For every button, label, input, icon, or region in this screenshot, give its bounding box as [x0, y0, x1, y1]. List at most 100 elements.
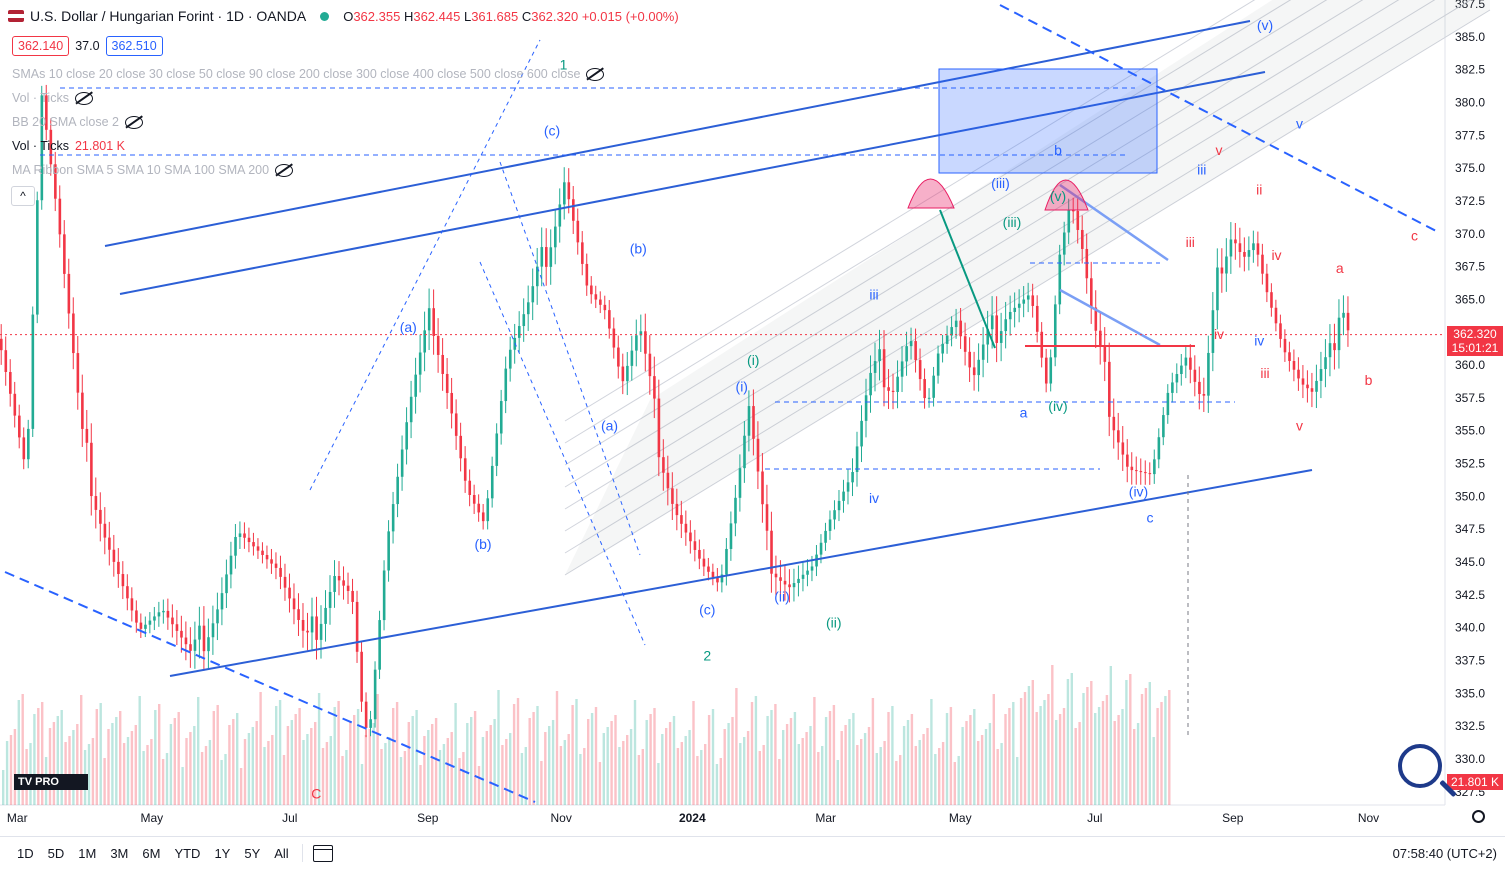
eye-off-icon[interactable]: [125, 115, 144, 129]
tradingview-logo[interactable]: TV PRO: [14, 774, 88, 790]
volume-bar: [1070, 673, 1073, 805]
candle-body: [306, 630, 309, 633]
indicator-bb[interactable]: BB 20 SMA close 2: [12, 115, 144, 129]
candle: [99, 492, 102, 542]
volume-bar: [349, 721, 352, 805]
indicator-ma-ribbon[interactable]: MA Ribbon SMA 5 SMA 10 SMA 100 SMA 200: [12, 163, 294, 177]
candle-body: [1166, 392, 1170, 416]
range-all[interactable]: All: [274, 845, 289, 861]
candle: [878, 329, 881, 381]
volume-bar: [532, 712, 535, 805]
candle-body: [1198, 381, 1201, 395]
candle-body: [148, 620, 152, 625]
top-arc: [1044, 179, 1089, 211]
y-tick-label: 335.0: [1455, 686, 1485, 700]
gear-icon[interactable]: [1472, 810, 1485, 823]
volume-bar: [563, 740, 566, 805]
candle: [581, 231, 584, 276]
candle-body: [423, 330, 426, 353]
volume-bar: [5, 741, 9, 805]
candle-body: [792, 583, 796, 588]
wedge-upper: [1059, 183, 1169, 262]
candle: [117, 548, 120, 588]
candle-body: [1008, 311, 1012, 320]
range-6m[interactable]: 6M: [142, 845, 161, 861]
candle-body: [0, 338, 3, 351]
eye-off-icon[interactable]: [74, 91, 93, 105]
price-chart[interactable]: 327.5330.0332.5335.0337.5340.0342.5345.0…: [0, 0, 1505, 836]
volume-bar: [801, 738, 804, 805]
volume-bar: [602, 733, 605, 805]
candle: [1229, 222, 1233, 274]
candle: [1297, 357, 1300, 391]
indicator-vol-hidden[interactable]: Vol · Ticks: [12, 91, 93, 105]
candle-body: [54, 164, 57, 199]
volume-bar: [1156, 708, 1159, 805]
eye-off-icon[interactable]: [586, 67, 605, 81]
volume-bar: [571, 705, 574, 805]
volume-bar: [64, 742, 67, 805]
volume-bar: [653, 708, 656, 805]
volume-bar: [692, 701, 695, 805]
eye-off-icon[interactable]: [275, 163, 294, 177]
candle-body: [18, 415, 21, 438]
volume-bar: [906, 720, 910, 805]
candle-body: [1288, 352, 1291, 362]
range-1m[interactable]: 1M: [78, 845, 97, 861]
candle: [999, 312, 1003, 362]
calendar-icon[interactable]: [312, 844, 333, 862]
candle: [693, 529, 697, 562]
volume-bar: [189, 732, 192, 805]
clock-label[interactable]: 07:58:40 (UTC+2): [1392, 845, 1497, 861]
candle-body: [99, 509, 102, 524]
range-5y[interactable]: 5Y: [244, 845, 261, 861]
range-1y[interactable]: 1Y: [214, 845, 231, 861]
candle: [9, 359, 12, 407]
candle-body: [1247, 250, 1251, 257]
sell-button[interactable]: 362.140: [12, 36, 70, 56]
candle-body: [405, 422, 408, 450]
range-ytd[interactable]: YTD: [174, 845, 201, 861]
candle-body: [94, 496, 98, 510]
candle: [450, 377, 454, 429]
candle: [94, 477, 98, 529]
volume-bar: [536, 706, 539, 805]
candle-body: [157, 612, 161, 617]
candle: [1117, 412, 1120, 460]
candle-body: [590, 285, 593, 295]
candle-body: [810, 566, 814, 571]
candle-body: [495, 433, 499, 466]
candle-body: [1189, 357, 1192, 370]
x-tick-label: Jul: [282, 811, 297, 825]
ribbon-fill: [565, 0, 1490, 575]
range-1d[interactable]: 1D: [17, 845, 34, 861]
range-5d[interactable]: 5D: [47, 845, 65, 861]
wave-label: v: [1296, 418, 1303, 434]
candle-body: [441, 354, 445, 374]
range-3m[interactable]: 3M: [110, 845, 129, 861]
candle: [747, 390, 751, 452]
candle-body: [1229, 239, 1233, 257]
candle-body: [765, 504, 769, 531]
candle: [351, 578, 354, 615]
indicator-smas[interactable]: SMAs 10 close 20 close 30 close 50 close…: [12, 67, 605, 81]
candle: [950, 316, 953, 347]
buy-button[interactable]: 362.510: [105, 36, 163, 56]
candle-body: [891, 390, 895, 392]
candle-body: [283, 576, 287, 588]
wave-label: iv: [1254, 332, 1264, 348]
volume-bar: [376, 694, 379, 805]
candle: [220, 577, 224, 626]
candle: [846, 469, 850, 505]
volume-bar: [419, 765, 422, 805]
candle-body: [382, 570, 386, 621]
candle-body: [243, 533, 246, 538]
volume-bar: [177, 712, 180, 805]
volume-bar: [329, 736, 332, 805]
candle-body: [1265, 273, 1269, 293]
indicator-vol[interactable]: Vol · Ticks 21.801 K: [12, 139, 126, 153]
candle-body: [526, 302, 530, 315]
volume-bar: [360, 764, 364, 805]
volume-bar: [949, 707, 953, 805]
collapse-legend-button[interactable]: ^: [11, 186, 35, 206]
